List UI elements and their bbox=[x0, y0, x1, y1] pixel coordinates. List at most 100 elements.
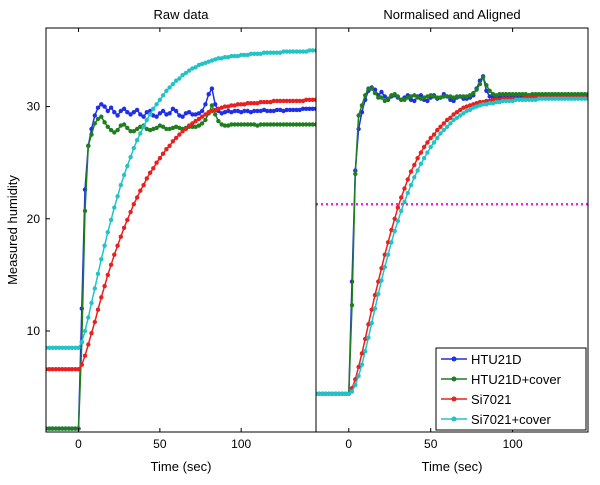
raw-point-htu21d-cover bbox=[73, 426, 78, 431]
aligned-point-si7021-cover bbox=[461, 111, 466, 116]
aligned-point-htu21d-cover bbox=[553, 92, 558, 97]
raw-x-tick-label: 0 bbox=[75, 437, 82, 451]
aligned-point-htu21d-cover bbox=[399, 97, 404, 103]
aligned-point-si7021-cover bbox=[402, 199, 407, 205]
aligned-point-htu21d-cover bbox=[480, 75, 486, 80]
raw-point-si7021-cover bbox=[154, 102, 159, 107]
raw-point-htu21d-cover bbox=[99, 114, 104, 119]
raw-point-htu21d-cover bbox=[82, 208, 88, 214]
raw-point-si7021 bbox=[105, 272, 111, 278]
raw-point-htu21d-cover bbox=[108, 127, 114, 133]
raw-point-si7021-cover bbox=[229, 53, 234, 59]
aligned-point-si7021-cover bbox=[389, 240, 394, 245]
raw-point-si7021 bbox=[278, 98, 283, 104]
raw-point-si7021 bbox=[69, 367, 75, 372]
raw-point-htu21d-cover bbox=[235, 122, 241, 127]
aligned-point-htu21d-cover bbox=[379, 95, 384, 100]
raw-point-si7021 bbox=[281, 98, 286, 104]
raw-point-si7021 bbox=[193, 118, 198, 124]
aligned-point-htu21d-cover bbox=[431, 94, 437, 99]
aligned-point-si7021-cover bbox=[421, 156, 427, 161]
raw-point-htu21d-cover bbox=[274, 122, 280, 127]
raw-point-si7021-cover bbox=[300, 49, 306, 54]
aligned-point-si7021 bbox=[464, 104, 469, 109]
raw-point-htu21d-cover bbox=[287, 122, 293, 127]
raw-point-htu21d bbox=[274, 107, 280, 113]
aligned-point-htu21d-cover bbox=[546, 92, 551, 97]
aligned-point-htu21d-cover bbox=[510, 92, 515, 97]
raw-point-htu21d bbox=[304, 106, 309, 112]
aligned-point-si7021-cover bbox=[428, 144, 433, 150]
raw-point-si7021 bbox=[170, 139, 176, 144]
raw-point-htu21d-cover bbox=[66, 426, 72, 431]
raw-point-htu21d bbox=[252, 108, 257, 114]
raw-point-htu21d-cover bbox=[271, 122, 276, 127]
raw-point-htu21d-cover bbox=[53, 426, 58, 431]
raw-point-si7021-cover bbox=[108, 217, 114, 223]
raw-point-si7021-cover bbox=[112, 205, 117, 210]
raw-point-htu21d-cover bbox=[105, 124, 111, 129]
raw-point-htu21d-cover bbox=[164, 126, 169, 132]
raw-point-htu21d-cover bbox=[86, 143, 91, 148]
aligned-point-si7021-cover bbox=[353, 382, 358, 388]
aligned-point-htu21d-cover bbox=[402, 97, 407, 103]
legend-label-si7021-cover: Si7021+cover bbox=[471, 412, 552, 427]
aligned-point-htu21d-cover bbox=[576, 92, 581, 97]
raw-point-htu21d bbox=[206, 92, 211, 97]
raw-point-si7021 bbox=[63, 367, 68, 372]
aligned-point-htu21d-cover bbox=[372, 90, 378, 96]
raw-point-htu21d bbox=[141, 114, 146, 119]
aligned-point-htu21d-cover bbox=[477, 81, 483, 87]
aligned-point-si7021-cover bbox=[572, 96, 578, 101]
raw-point-si7021 bbox=[118, 234, 124, 239]
aligned-point-si7021 bbox=[474, 101, 479, 106]
raw-point-si7021 bbox=[99, 295, 104, 300]
raw-point-si7021-cover bbox=[138, 131, 143, 136]
raw-point-htu21d-cover bbox=[245, 122, 250, 127]
raw-point-si7021 bbox=[121, 225, 127, 230]
aligned-point-si7021-cover bbox=[425, 150, 430, 155]
raw-point-si7021-cover bbox=[157, 97, 163, 103]
aligned-point-htu21d-cover bbox=[421, 95, 427, 100]
aligned-point-htu21d-cover bbox=[376, 95, 381, 100]
aligned-point-htu21d-cover bbox=[569, 92, 574, 97]
raw-point-si7021-cover bbox=[79, 340, 85, 345]
aligned-point-htu21d-cover bbox=[425, 94, 430, 99]
raw-point-si7021 bbox=[147, 170, 153, 175]
raw-point-si7021-cover bbox=[271, 50, 276, 55]
raw-point-htu21d-cover bbox=[144, 126, 149, 132]
aligned-point-si7021-cover bbox=[579, 96, 584, 101]
aligned-point-htu21d-cover bbox=[582, 92, 587, 97]
legend-marker-htu21d bbox=[451, 356, 457, 362]
raw-point-htu21d-cover bbox=[265, 122, 270, 127]
aligned-point-si7021-cover bbox=[582, 96, 587, 101]
aligned-point-htu21d-cover bbox=[500, 92, 505, 97]
raw-point-si7021-cover bbox=[258, 51, 263, 56]
aligned-point-htu21d-cover bbox=[359, 103, 365, 108]
aligned-point-si7021 bbox=[451, 112, 456, 117]
aligned-point-si7021-cover bbox=[349, 389, 355, 394]
aligned-point-si7021-cover bbox=[376, 291, 381, 297]
raw-point-si7021 bbox=[73, 367, 78, 372]
raw-point-si7021 bbox=[60, 367, 65, 372]
raw-point-htu21d bbox=[121, 106, 127, 112]
raw-point-si7021-cover bbox=[128, 154, 133, 160]
raw-point-htu21d bbox=[222, 110, 228, 115]
raw-point-htu21d bbox=[196, 111, 202, 116]
aligned-point-htu21d-cover bbox=[435, 95, 440, 100]
raw-point-htu21d-cover bbox=[239, 122, 244, 127]
raw-point-si7021 bbox=[86, 342, 91, 347]
panel-normalised-aligned: Normalised and Aligned 0 50 100 Time (sec) bbox=[315, 7, 589, 474]
raw-point-htu21d bbox=[108, 105, 114, 110]
aligned-point-si7021-cover bbox=[549, 96, 555, 101]
aligned-point-htu21d-cover bbox=[559, 92, 564, 97]
raw-point-si7021 bbox=[112, 252, 117, 257]
raw-point-si7021-cover bbox=[193, 65, 198, 70]
raw-point-htu21d-cover bbox=[294, 122, 299, 127]
raw-point-htu21d-cover bbox=[307, 122, 312, 127]
aligned-point-si7021-cover bbox=[346, 391, 351, 396]
aligned-point-si7021-cover bbox=[520, 97, 525, 103]
raw-point-si7021 bbox=[160, 151, 166, 156]
aligned-point-si7021-cover bbox=[543, 96, 548, 101]
raw-point-htu21d bbox=[255, 108, 260, 114]
